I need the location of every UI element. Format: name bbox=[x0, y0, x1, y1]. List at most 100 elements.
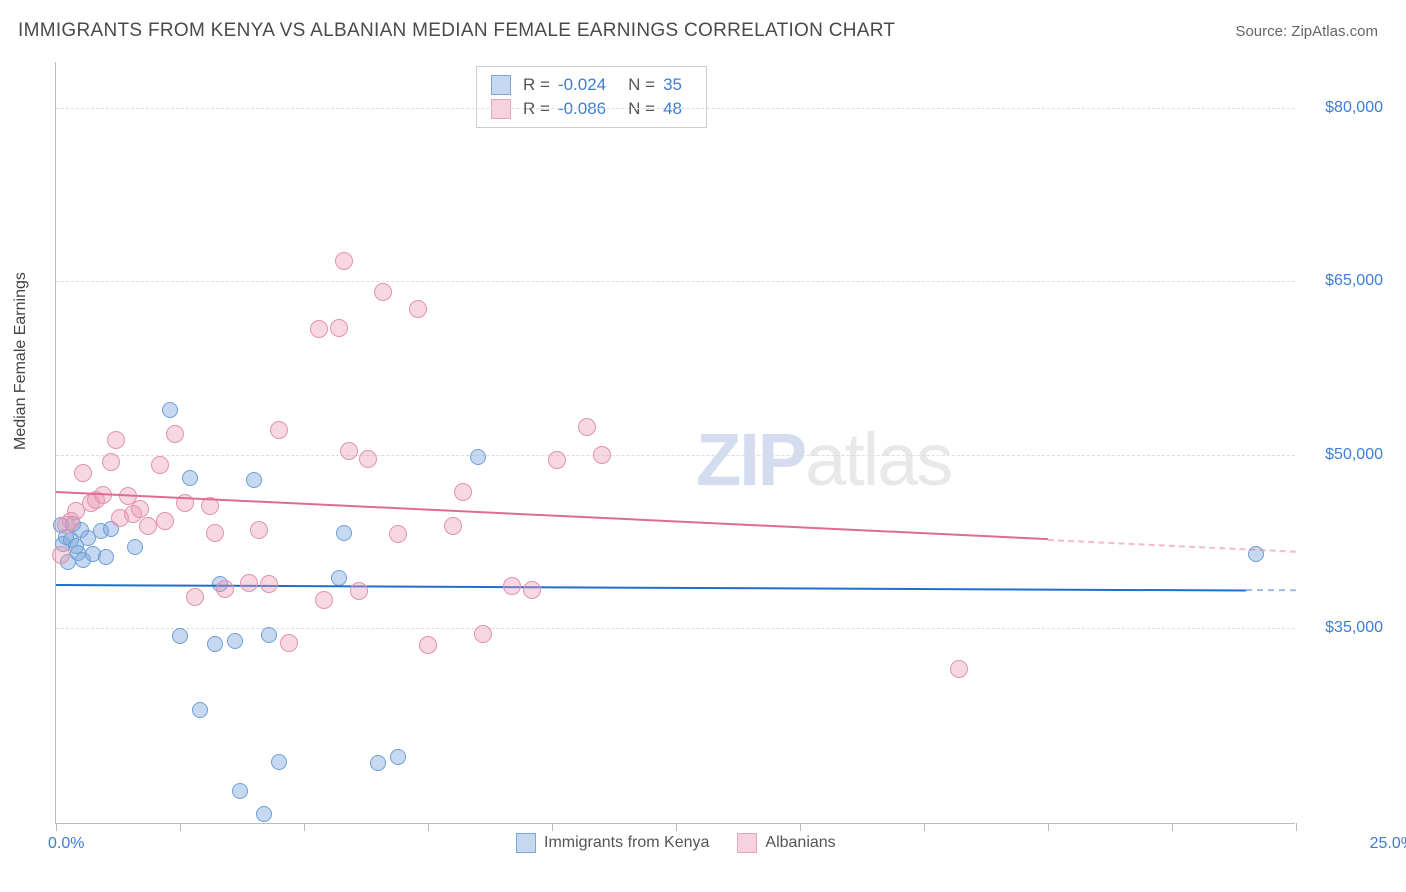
x-tick bbox=[552, 823, 553, 831]
data-point bbox=[335, 252, 353, 270]
data-point bbox=[192, 702, 208, 718]
x-axis-min-label: 0.0% bbox=[48, 835, 84, 853]
data-point bbox=[444, 517, 462, 535]
x-tick bbox=[1048, 823, 1049, 831]
data-point bbox=[166, 425, 184, 443]
data-point bbox=[419, 636, 437, 654]
chart-header: IMMIGRANTS FROM KENYA VS ALBANIAN MEDIAN… bbox=[0, 0, 1406, 50]
data-point bbox=[503, 577, 521, 595]
data-point bbox=[216, 580, 234, 598]
data-point bbox=[331, 570, 347, 586]
data-point bbox=[271, 754, 287, 770]
data-point bbox=[370, 755, 386, 771]
data-point bbox=[261, 627, 277, 643]
data-point bbox=[52, 546, 70, 564]
watermark: ZIPatlas bbox=[696, 417, 951, 502]
x-tick bbox=[1172, 823, 1173, 831]
data-point bbox=[207, 636, 223, 652]
data-point bbox=[156, 512, 174, 530]
n-value-kenya: 35 bbox=[663, 75, 682, 95]
y-tick-label: $65,000 bbox=[1325, 272, 1383, 290]
y-tick-label: $50,000 bbox=[1325, 446, 1383, 464]
gridline bbox=[56, 281, 1295, 282]
trendline bbox=[56, 584, 1246, 592]
data-point bbox=[250, 521, 268, 539]
data-point bbox=[107, 431, 125, 449]
chart-source: Source: ZipAtlas.com bbox=[1235, 23, 1378, 40]
data-point bbox=[246, 472, 262, 488]
data-point bbox=[578, 418, 596, 436]
data-point bbox=[548, 451, 566, 469]
legend-item-kenya: Immigrants from Kenya bbox=[516, 833, 709, 853]
data-point bbox=[474, 625, 492, 643]
data-point bbox=[206, 524, 224, 542]
gridline bbox=[56, 108, 1295, 109]
data-point bbox=[227, 633, 243, 649]
data-point bbox=[151, 456, 169, 474]
data-point bbox=[374, 283, 392, 301]
x-axis-max-label: 25.0% bbox=[1370, 835, 1406, 853]
legend-label-kenya: Immigrants from Kenya bbox=[544, 834, 709, 852]
data-point bbox=[454, 483, 472, 501]
data-point bbox=[172, 628, 188, 644]
data-point bbox=[350, 582, 368, 600]
data-point bbox=[182, 470, 198, 486]
data-point bbox=[270, 421, 288, 439]
trendline-extrapolated bbox=[1246, 589, 1296, 591]
data-point bbox=[127, 539, 143, 555]
gridline bbox=[56, 455, 1295, 456]
r-value-kenya: -0.024 bbox=[558, 75, 606, 95]
data-point bbox=[131, 500, 149, 518]
legend-item-albanians: Albanians bbox=[737, 833, 835, 853]
scatter-chart: ZIPatlas R = -0.024 N = 35 R = -0.086 N … bbox=[55, 62, 1295, 824]
legend-swatch-icon bbox=[737, 833, 757, 853]
data-point bbox=[593, 446, 611, 464]
series-legend: Immigrants from Kenya Albanians bbox=[516, 833, 836, 853]
data-point bbox=[139, 517, 157, 535]
y-axis-label: Median Female Earnings bbox=[12, 272, 30, 450]
legend-row-kenya: R = -0.024 N = 35 bbox=[491, 73, 692, 97]
x-tick bbox=[428, 823, 429, 831]
x-tick bbox=[304, 823, 305, 831]
watermark-zip: ZIP bbox=[696, 418, 805, 501]
data-point bbox=[256, 806, 272, 822]
data-point bbox=[409, 300, 427, 318]
x-tick bbox=[180, 823, 181, 831]
y-tick-label: $35,000 bbox=[1325, 619, 1383, 637]
x-tick bbox=[1296, 823, 1297, 831]
gridline bbox=[56, 628, 1295, 629]
data-point bbox=[336, 525, 352, 541]
legend-swatch-icon bbox=[516, 833, 536, 853]
data-point bbox=[390, 749, 406, 765]
data-point bbox=[340, 442, 358, 460]
x-tick bbox=[924, 823, 925, 831]
correlation-legend: R = -0.024 N = 35 R = -0.086 N = 48 bbox=[476, 66, 707, 128]
y-tick-label: $80,000 bbox=[1325, 99, 1383, 117]
data-point bbox=[315, 591, 333, 609]
data-point bbox=[310, 320, 328, 338]
legend-swatch-kenya bbox=[491, 75, 511, 95]
x-tick bbox=[56, 823, 57, 831]
data-point bbox=[950, 660, 968, 678]
data-point bbox=[102, 453, 120, 471]
watermark-atlas: atlas bbox=[805, 418, 951, 501]
data-point bbox=[186, 588, 204, 606]
data-point bbox=[232, 783, 248, 799]
data-point bbox=[330, 319, 348, 337]
data-point bbox=[470, 449, 486, 465]
data-point bbox=[240, 574, 258, 592]
data-point bbox=[523, 581, 541, 599]
chart-title: IMMIGRANTS FROM KENYA VS ALBANIAN MEDIAN… bbox=[18, 20, 895, 42]
data-point bbox=[260, 575, 278, 593]
data-point bbox=[389, 525, 407, 543]
n-label: N = bbox=[628, 75, 655, 95]
data-point bbox=[280, 634, 298, 652]
legend-label-albanians: Albanians bbox=[765, 834, 835, 852]
data-point bbox=[162, 402, 178, 418]
r-label: R = bbox=[523, 75, 550, 95]
data-point bbox=[359, 450, 377, 468]
data-point bbox=[74, 464, 92, 482]
data-point bbox=[98, 549, 114, 565]
x-tick bbox=[676, 823, 677, 831]
x-tick bbox=[800, 823, 801, 831]
